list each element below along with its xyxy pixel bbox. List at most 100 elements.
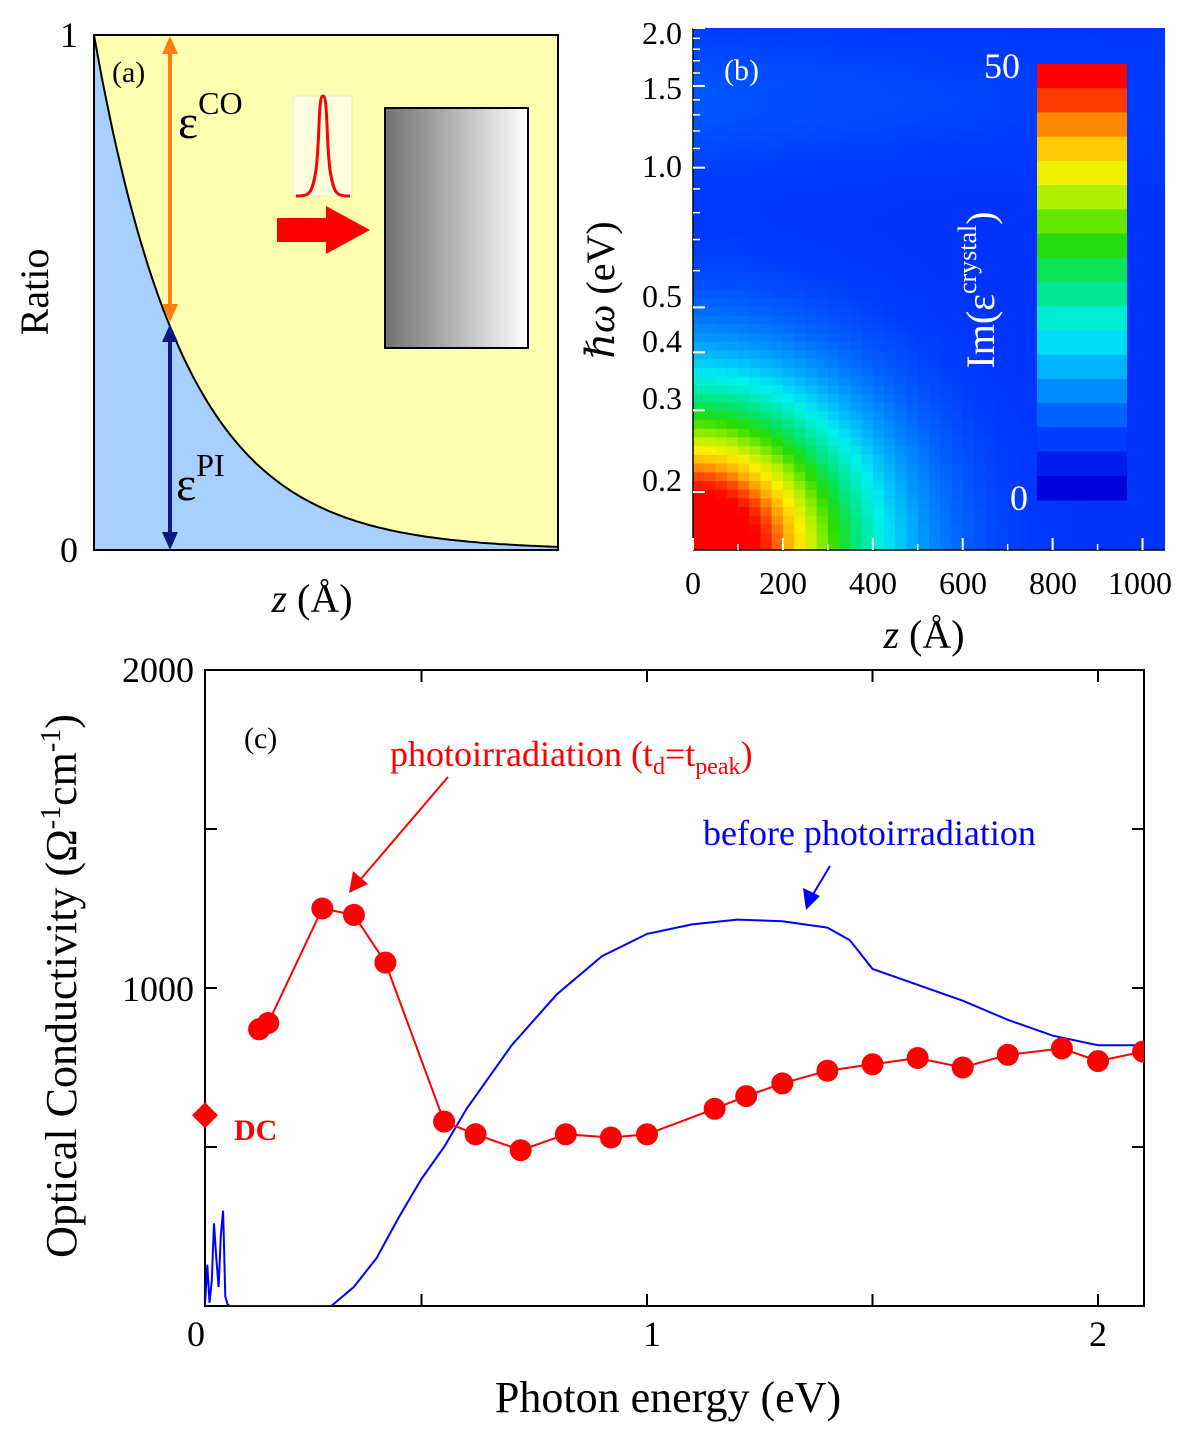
panel-b-colorbar: [1037, 64, 1127, 501]
heatmap-cell: [738, 384, 750, 394]
heatmap-cell: [760, 175, 773, 186]
heatmap-cell: [1007, 141, 1020, 151]
heatmap-cell: [1153, 97, 1165, 107]
heatmap-cell: [940, 106, 952, 116]
heatmap-cell: [962, 141, 975, 151]
heatmap-cell: [1153, 36, 1165, 46]
heatmap-cell: [760, 297, 773, 307]
heatmap-cell: [1018, 384, 1031, 394]
heatmap-cell: [771, 115, 784, 125]
heatmap-cell: [884, 471, 896, 481]
panel-b-xtick-label-200: 200: [759, 565, 807, 601]
heatmap-cell: [738, 132, 750, 142]
heatmap-cell: [726, 271, 739, 281]
heatmap-cell: [805, 445, 818, 455]
heatmap-cell: [839, 149, 851, 160]
heatmap-cell: [861, 158, 874, 168]
heatmap-cell: [1108, 497, 1121, 508]
heatmap-cell: [839, 36, 851, 46]
heatmap-cell: [704, 123, 716, 133]
heatmap-cell: [1018, 175, 1031, 186]
heatmap-cell: [1007, 523, 1020, 534]
heatmap-cell: [715, 471, 728, 481]
heatmap-cell: [1131, 358, 1144, 368]
heatmap-cell: [906, 167, 919, 177]
heatmap-cell: [985, 349, 997, 360]
heatmap-cell: [1018, 454, 1031, 464]
heatmap-cell: [1018, 315, 1031, 325]
heatmap-cell: [749, 219, 761, 229]
heatmap-cell: [1142, 88, 1155, 99]
panel-a-eps-pi-arrow: [162, 324, 178, 550]
heatmap-cell: [917, 245, 930, 255]
heatmap-cell: [962, 236, 975, 247]
heatmap-cell: [1142, 289, 1155, 299]
heatmap-cell: [794, 236, 806, 247]
heatmap-cell: [996, 489, 1009, 499]
heatmap-cell: [985, 445, 997, 455]
heatmap-cell: [974, 62, 986, 73]
heatmap-cell: [816, 88, 829, 99]
heatmap-cell: [985, 367, 997, 377]
heatmap-cell: [1052, 497, 1065, 508]
heatmap-cell: [816, 132, 829, 142]
heatmap-cell: [906, 115, 919, 125]
heatmap-cell: [895, 532, 908, 542]
heatmap-cell: [872, 45, 885, 55]
heatmap-cell: [1007, 175, 1020, 186]
heatmap-cell: [782, 71, 795, 81]
heatmap-cell: [816, 80, 829, 90]
heatmap-cell: [974, 315, 986, 325]
colorbar-level: [1037, 64, 1127, 89]
heatmap-cell: [715, 497, 728, 508]
heatmap-cell: [749, 97, 761, 107]
heatmap-cell: [715, 28, 728, 38]
heatmap-cell: [872, 367, 885, 377]
colorbar-level: [1037, 257, 1127, 283]
heatmap-cell: [872, 445, 885, 455]
panel-b-xtick-label-400: 400: [849, 565, 897, 601]
heatmap-cell: [861, 515, 874, 525]
heatmap-cell: [794, 88, 806, 99]
heatmap-cell: [1007, 297, 1020, 307]
heatmap-cell: [839, 236, 851, 247]
heatmap-cell: [1142, 410, 1155, 421]
heatmap-cell: [850, 219, 863, 229]
heatmap-cell: [704, 280, 716, 290]
heatmap-cell: [861, 141, 874, 151]
heatmap-cell: [1153, 445, 1165, 455]
heatmap-cell: [1142, 367, 1155, 377]
heatmap-cell: [1007, 428, 1020, 438]
heatmap-cell: [760, 532, 773, 542]
heatmap-cell: [771, 445, 784, 455]
heatmap-cell: [906, 54, 919, 64]
heatmap-cell: [1041, 506, 1054, 516]
panel-b-ytick-label-1.5: 1.5: [642, 70, 682, 106]
heatmap-cell: [872, 193, 885, 203]
heatmap-cell: [1018, 254, 1031, 264]
heatmap-cell: [1086, 45, 1099, 55]
heatmap-cell: [704, 349, 716, 360]
heatmap-cell: [951, 480, 964, 490]
heatmap-cell: [929, 367, 941, 377]
heatmap-cell: [906, 393, 919, 403]
heatmap-cell: [704, 515, 716, 525]
heatmap-cell: [917, 97, 930, 107]
heatmap-cell: [749, 497, 761, 508]
heatmap-cell: [839, 62, 851, 73]
heatmap-cell: [951, 341, 964, 351]
heatmap-cell: [805, 62, 818, 73]
heatmap-cell: [805, 532, 818, 542]
heatmap-cell: [816, 184, 829, 194]
heatmap-cell: [895, 106, 908, 116]
heatmap-cell: [782, 480, 795, 490]
heatmap-cell: [704, 480, 716, 490]
heatmap-cell: [1108, 532, 1121, 542]
heatmap-cell: [996, 236, 1009, 247]
heatmap-cell: [1030, 297, 1042, 307]
heatmap-cell: [693, 410, 705, 421]
heatmap-cell: [1086, 506, 1099, 516]
heatmap-cell: [805, 254, 818, 264]
heatmap-cell: [1153, 262, 1165, 273]
